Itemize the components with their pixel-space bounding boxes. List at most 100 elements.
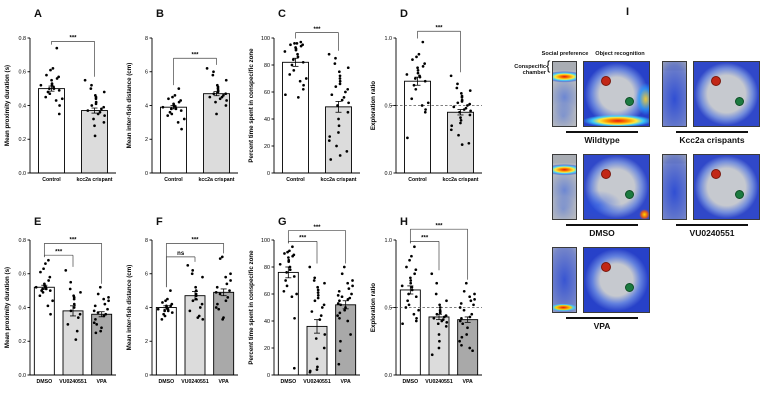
significance-label: *** — [191, 52, 199, 58]
significance-label: *** — [313, 225, 321, 231]
heatmap-images — [662, 154, 762, 220]
heatmap-pair-VPA: VPA — [552, 247, 652, 331]
data-points-VU0240551 — [308, 265, 327, 374]
object-recognition-heatmap — [583, 247, 650, 313]
heatmap-pair-DMSO: DMSO — [552, 154, 652, 238]
y-axis-label: Mean proximity duration (s) — [4, 65, 11, 146]
panel-D: D 0.0 0.5 1.0 Exploration ratio Control kcc2a… — [366, 0, 488, 202]
y-tick-label: 2 — [145, 137, 148, 143]
novel-object-green-dot — [734, 189, 744, 199]
social-preference-heatmap — [552, 154, 577, 220]
panel-letter-D: D — [400, 8, 408, 20]
y-tick-label: 0.4 — [19, 305, 27, 311]
panel-letter-A: A — [34, 8, 42, 20]
y-tick-label: 0.2 — [19, 137, 27, 143]
bar-Control — [160, 106, 187, 174]
y-tick-label: 4 — [145, 103, 148, 109]
heatmap-pair-Kcc2a crispants: Kcc2a crispants — [662, 61, 762, 145]
bar-DMSO — [399, 289, 421, 376]
data-points-kcc2a crispant — [205, 67, 228, 116]
chart-svg-A: 0.0 0.2 0.4 0.6 0.8 Mean proximity duration (… — [4, 36, 116, 183]
y-tick-label: 0 — [145, 171, 148, 177]
y-tick-label: 0 — [145, 373, 148, 379]
significance-bracket — [417, 30, 461, 73]
data-points-VPA — [214, 255, 232, 321]
data-points-VU0240551 — [430, 272, 449, 357]
significance-bracket — [287, 230, 347, 264]
familiar-object-red-dot — [600, 76, 611, 87]
significance-bracket — [409, 228, 469, 280]
x-category-label: VPA — [219, 379, 230, 385]
axes — [149, 239, 238, 376]
heatmap-images — [552, 61, 652, 127]
familiar-object-red-dot — [600, 169, 611, 180]
x-category-label: DMSO — [37, 379, 53, 385]
significance-bracket — [287, 241, 318, 264]
object-recognition-heatmap — [693, 61, 760, 127]
x-category-label: kcc2a crispant — [198, 177, 234, 183]
y-tick-label: 8 — [145, 36, 148, 42]
novel-object-green-dot — [624, 96, 634, 106]
panel-F: F 0 2 4 6 8 Mean inter-fish distance (cm) DMSO… — [122, 202, 244, 403]
x-category-label: Control — [164, 177, 183, 183]
error-bar — [91, 107, 98, 114]
axes — [393, 239, 482, 376]
axes — [271, 37, 360, 174]
data-points-VPA — [92, 285, 110, 335]
y-tick-label: 0.6 — [19, 70, 27, 76]
y-tick-label: 20 — [264, 144, 270, 150]
x-category-label: Control — [408, 177, 427, 183]
bar-kcc2a crispant — [203, 93, 230, 174]
heatmap-pair-Wildtype: Wildtype — [552, 61, 652, 145]
y-tick-label: 0 — [267, 373, 270, 379]
bar-VU0240551 — [184, 295, 206, 376]
data-points-VPA — [336, 265, 354, 366]
x-category-label: DMSO — [159, 379, 175, 385]
axes — [27, 239, 116, 376]
brace-icon: { — [546, 58, 551, 73]
social-preference-header: Social preference — [541, 51, 589, 57]
data-points-VU0240551 — [186, 263, 205, 321]
x-category-label: VPA — [97, 379, 108, 385]
y-tick-label: 4 — [145, 305, 148, 311]
significance-label: *** — [435, 223, 443, 229]
panel-letter-H: H — [400, 216, 408, 228]
heatmap-images — [552, 247, 652, 313]
bar-VU0240551 — [62, 310, 84, 376]
y-tick-label: 0.5 — [385, 305, 393, 311]
significance-label: *** — [69, 36, 77, 42]
familiar-object-red-dot — [710, 169, 721, 180]
chart-svg-D: 0.0 0.5 1.0 Exploration ratio Control kcc2a c… — [370, 25, 482, 183]
group-caption: VPA — [566, 317, 638, 331]
significance-label: ns — [177, 251, 185, 257]
group-caption: VU0240551 — [676, 224, 748, 238]
y-axis-label: Exploration ratio — [370, 283, 377, 332]
bar-Control — [404, 80, 431, 174]
y-axis-label: Exploration ratio — [370, 81, 377, 130]
error-bar — [292, 57, 299, 67]
y-tick-label: 0.2 — [19, 339, 27, 345]
y-axis-label: Mean inter-fish distance (cm) — [126, 63, 133, 149]
panel-letter-I: I — [626, 6, 630, 18]
significance-label: *** — [421, 236, 429, 242]
y-tick-label: 0.0 — [385, 373, 393, 379]
significance-label: *** — [55, 249, 63, 255]
familiar-object-red-dot — [710, 76, 721, 87]
panel-letter-B: B — [156, 8, 164, 20]
x-category-label: kcc2a crispant — [442, 177, 478, 183]
x-category-label: Control — [42, 177, 61, 183]
heatmap-images — [662, 61, 762, 127]
data-points-VU0240551 — [64, 269, 82, 341]
y-tick-label: 20 — [264, 346, 270, 352]
bar-DMSO — [277, 271, 299, 376]
social-preference-heatmap — [552, 247, 577, 313]
y-tick-label: 80 — [264, 265, 270, 271]
y-tick-label: 0.4 — [19, 103, 27, 109]
y-tick-label: 60 — [264, 292, 270, 298]
significance-bracket — [51, 41, 95, 77]
y-tick-label: 40 — [264, 319, 270, 325]
data-points-DMSO — [34, 258, 54, 316]
significance-label: *** — [313, 27, 321, 33]
social-preference-heatmap — [552, 61, 577, 127]
bar-Control — [282, 61, 309, 174]
